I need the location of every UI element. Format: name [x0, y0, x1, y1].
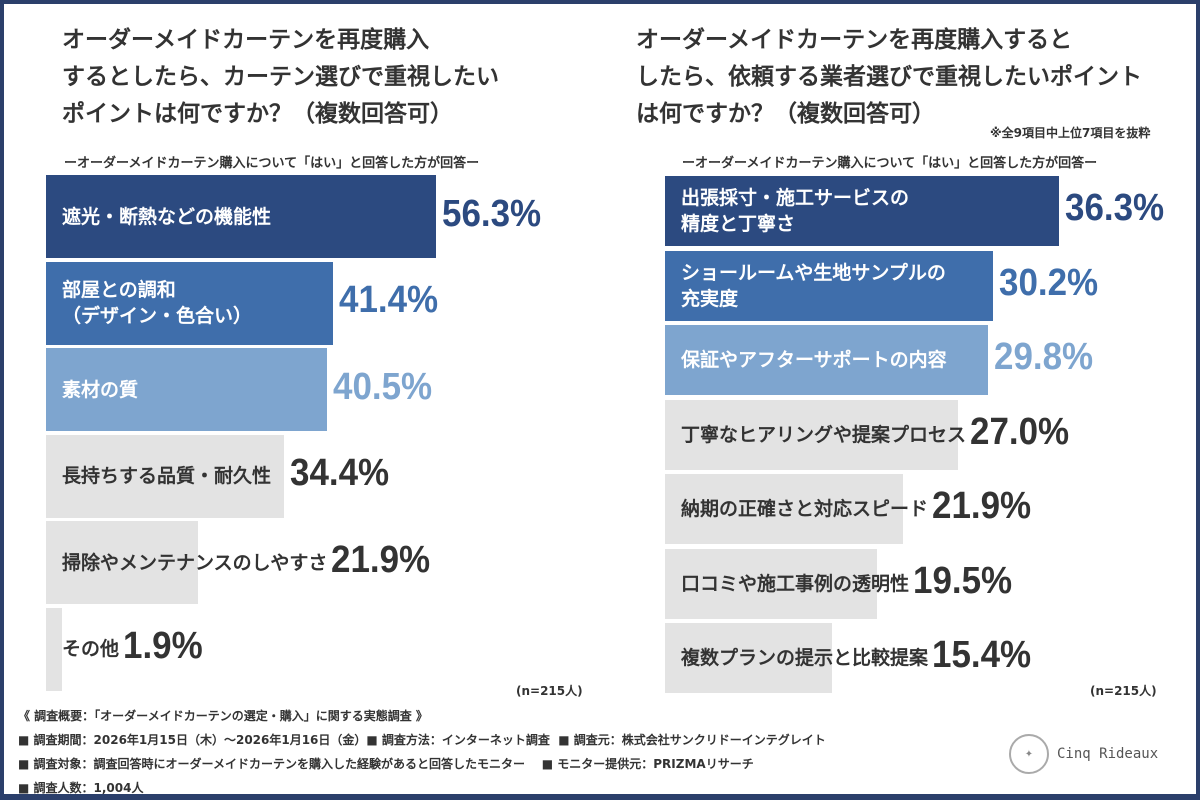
bar-label: 遮光・断熱などの機能性 — [62, 205, 272, 228]
bar: 納期の正確さと対応スピード — [665, 474, 928, 544]
survey-summary: 《 調査概要：「オーダーメイドカーテンの選定・購入」に関する実態調査 》 ■ 調… — [18, 704, 826, 800]
bar-label: 掃除やメンテナンスのしやすさ — [62, 551, 328, 574]
bar-label: 部屋との調和 （デザイン・色合い） — [62, 279, 253, 327]
bar: 口コミや施工事例の透明性 — [665, 548, 909, 619]
right-chart-subtitle: ーオーダーメイドカーテン購入について「はい」と回答した方が回答ー — [682, 156, 1098, 171]
value-label: 1.9% — [123, 625, 203, 667]
value-label: 19.5% — [913, 559, 1013, 602]
left-chart-title: オーダーメイドカーテンを再度購入 するとしたら、カーテン選びで重視したい ポイン… — [62, 27, 499, 127]
brand-name: Cinq Rideaux — [1057, 746, 1159, 762]
bar: 丁寧なヒアリングや提案プロセス — [665, 399, 966, 470]
right-chart-note: ※全9項目中上位7項目を抜粋 — [990, 126, 1151, 140]
bar-label: 素材の質 — [62, 378, 139, 401]
survey-target: ■ 調査対象：調査回答時にオーダーメイドカーテンを購入した経験があると回答したモ… — [18, 757, 754, 771]
left-sample-size: (n=215人) — [516, 684, 583, 698]
brand-logo: ✦ Cinq Rideaux — [1009, 734, 1158, 774]
bar-label: 保証やアフターサポートの内容 — [681, 349, 947, 371]
bar: ショールームや生地サンプルの 充実度 — [665, 250, 993, 321]
right-sample-size: (n=215人) — [1090, 684, 1157, 698]
infographic: オーダーメイドカーテンを再度購入 するとしたら、カーテン選びで重視したい ポイン… — [4, 4, 1196, 795]
value-label: 36.3% — [1064, 187, 1164, 229]
bar: 複数プランの提示と比較提案 — [665, 623, 928, 693]
right-chart-title: オーダーメイドカーテンを再度購入すると したら、依頼する業者選びで重視したいポイ… — [636, 27, 1142, 127]
bar: その他 — [46, 607, 119, 691]
value-label: 21.9% — [932, 485, 1032, 527]
survey-title: 《 調査概要：「オーダーメイドカーテンの選定・購入」に関する実態調査 》 — [18, 709, 428, 723]
bar: 掃除やメンテナンスのしやすさ — [46, 521, 327, 604]
bar-label: 出張採寸・施工サービスの 精度と丁寧さ — [681, 187, 910, 235]
bar-label: 納期の正確さと対応スピード — [681, 498, 929, 520]
bar: 素材の質 — [46, 348, 327, 431]
value-label: 15.4% — [932, 634, 1032, 676]
bar: 遮光・断熱などの機能性 — [46, 175, 437, 258]
bar: 保証やアフターサポートの内容 — [665, 325, 989, 395]
bar-label: ショールームや生地サンプルの 充実度 — [681, 261, 946, 310]
value-label: 21.9% — [331, 538, 431, 581]
survey-period-method: ■ 調査期間：2026年1月15日（木）～2026年1月16日（金）■ 調査方法… — [18, 733, 826, 747]
bar-label: 口コミや施工事例の透明性 — [681, 572, 910, 595]
bar-label: その他 — [62, 638, 120, 660]
bar: 長持ちする品質・耐久性 — [46, 434, 285, 518]
value-label: 34.4% — [290, 452, 390, 494]
left-chart-subtitle: ーオーダーメイドカーテン購入について「はい」と回答した方が回答ー — [64, 156, 480, 171]
survey-count: ■ 調査人数：1,004人 — [18, 781, 144, 795]
value-label: 56.3% — [442, 192, 542, 235]
bar-label: 丁寧なヒアリングや提案プロセス — [681, 423, 967, 446]
laurel-seal-icon: ✦ — [1009, 734, 1049, 774]
bar: 部屋との調和 （デザイン・色合い） — [46, 261, 333, 345]
bar-label: 複数プランの提示と比較提案 — [681, 647, 929, 669]
value-label: 30.2% — [998, 261, 1098, 304]
value-label: 41.4% — [338, 279, 439, 321]
value-label: 40.5% — [332, 365, 432, 408]
bar-label: 長持ちする品質・耐久性 — [62, 465, 272, 487]
value-label: 27.0% — [970, 410, 1070, 453]
bar: 出張採寸・施工サービスの 精度と丁寧さ — [665, 176, 1059, 246]
value-label: 29.8% — [994, 336, 1094, 378]
